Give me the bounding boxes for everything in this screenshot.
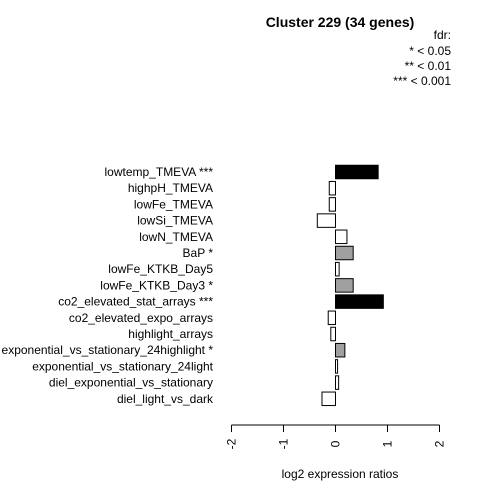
category-label: highlight_arrays xyxy=(128,327,213,341)
x-axis: -2 -1 0 1 2 xyxy=(225,424,447,449)
x-ticks: -2 -1 0 1 2 xyxy=(225,425,447,449)
x-axis-label: log2 expression ratios xyxy=(282,467,399,481)
bar xyxy=(335,164,379,180)
category-label: exponential_vs_stationary_24light xyxy=(32,359,213,373)
bar xyxy=(328,180,337,196)
bar xyxy=(327,310,337,326)
category-label: co2_elevated_stat_arrays *** xyxy=(58,295,213,309)
bar xyxy=(328,197,337,212)
chart-title: Cluster 229 (34 genes) xyxy=(266,14,415,30)
category-label: diel_light_vs_dark xyxy=(117,392,214,406)
category-label: co2_elevated_expo_arrays xyxy=(69,311,213,325)
category-label: lowN_TMEVA xyxy=(139,230,213,244)
x-tick-label: -2 xyxy=(225,438,239,449)
category-label: lowFe_TMEVA xyxy=(134,197,213,211)
x-tick-label: 0 xyxy=(329,440,343,447)
bar xyxy=(321,391,337,407)
category-label: lowSi_TMEVA xyxy=(137,214,213,228)
x-tick-label: -1 xyxy=(277,438,291,449)
legend-entry-1: * < 0.05 xyxy=(409,44,451,58)
bar xyxy=(335,278,354,293)
legend-entry-3: *** < 0.001 xyxy=(393,74,451,88)
legend-title: fdr: xyxy=(434,28,451,42)
bar xyxy=(335,294,384,309)
bar xyxy=(335,245,354,261)
category-label: diel_exponential_vs_stationary xyxy=(49,376,213,390)
category-label: BaP * xyxy=(183,246,214,260)
legend-entry-2: ** < 0.01 xyxy=(405,59,452,73)
bar xyxy=(335,359,339,374)
bar xyxy=(335,375,340,390)
category-label: highpH_TMEVA xyxy=(128,181,213,195)
bar xyxy=(316,213,336,228)
legend: fdr: * < 0.05 ** < 0.01 *** < 0.001 xyxy=(393,28,451,88)
x-tick-label: 1 xyxy=(381,440,395,447)
category-label: lowtemp_TMEVA *** xyxy=(105,165,214,179)
bar xyxy=(330,326,337,342)
x-tick-label: 2 xyxy=(433,440,447,447)
category-label: exponential_vs_stationary_24highlight * xyxy=(2,343,214,357)
bar xyxy=(335,229,348,245)
category-label: lowFe_KTKB_Day5 xyxy=(108,262,213,276)
category-labels: lowtemp_TMEVA *** highpH_TMEVA lowFe_TMEVA… xyxy=(2,165,214,406)
bar xyxy=(335,342,346,358)
bar-group xyxy=(316,164,384,407)
bar xyxy=(335,261,340,277)
category-label: lowFe_KTKB_Day3 * xyxy=(100,278,213,292)
